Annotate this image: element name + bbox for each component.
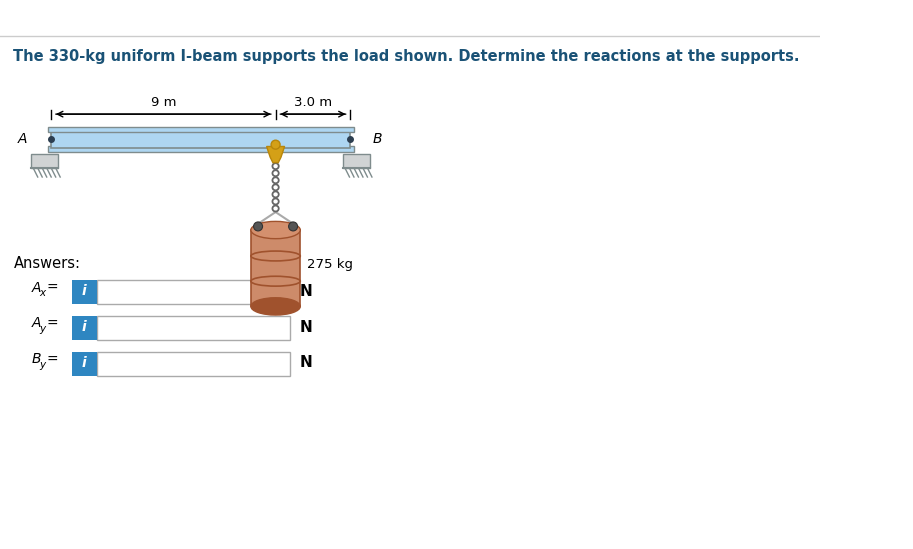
Text: B: B (31, 352, 41, 366)
Polygon shape (31, 154, 58, 168)
FancyBboxPatch shape (97, 281, 290, 304)
Circle shape (271, 140, 280, 149)
Text: i: i (82, 284, 87, 298)
Text: y: y (39, 324, 46, 334)
FancyBboxPatch shape (72, 316, 97, 340)
Text: N: N (299, 284, 312, 299)
Text: =: = (47, 316, 58, 330)
Circle shape (254, 222, 263, 231)
Text: =: = (47, 352, 58, 366)
Bar (47, 147, 354, 152)
Text: A: A (31, 281, 41, 294)
Text: 3.0 m: 3.0 m (294, 96, 332, 109)
FancyBboxPatch shape (72, 281, 97, 304)
FancyBboxPatch shape (97, 352, 290, 376)
Text: A: A (17, 132, 27, 146)
Text: x: x (39, 288, 46, 298)
Polygon shape (343, 154, 370, 168)
FancyBboxPatch shape (97, 316, 290, 340)
Text: 275 kg: 275 kg (308, 258, 353, 271)
Text: B: B (373, 132, 383, 146)
Text: y: y (39, 360, 46, 370)
Text: The 330-kg uniform I-beam supports the load shown. Determine the reactions at th: The 330-kg uniform I-beam supports the l… (14, 49, 800, 64)
FancyBboxPatch shape (72, 352, 97, 376)
Bar (51, 130, 351, 148)
Text: N: N (299, 356, 312, 371)
Ellipse shape (251, 298, 300, 315)
Text: i: i (82, 320, 87, 334)
Text: i: i (82, 356, 87, 370)
Polygon shape (267, 147, 285, 163)
Bar (251, 230, 300, 306)
Ellipse shape (251, 221, 300, 239)
Text: A: A (31, 316, 41, 330)
Text: N: N (299, 320, 312, 334)
Text: 9 m: 9 m (151, 96, 176, 109)
Circle shape (289, 222, 298, 231)
Text: =: = (47, 281, 58, 294)
Text: Answers:: Answers: (14, 256, 80, 271)
Bar (47, 127, 354, 132)
